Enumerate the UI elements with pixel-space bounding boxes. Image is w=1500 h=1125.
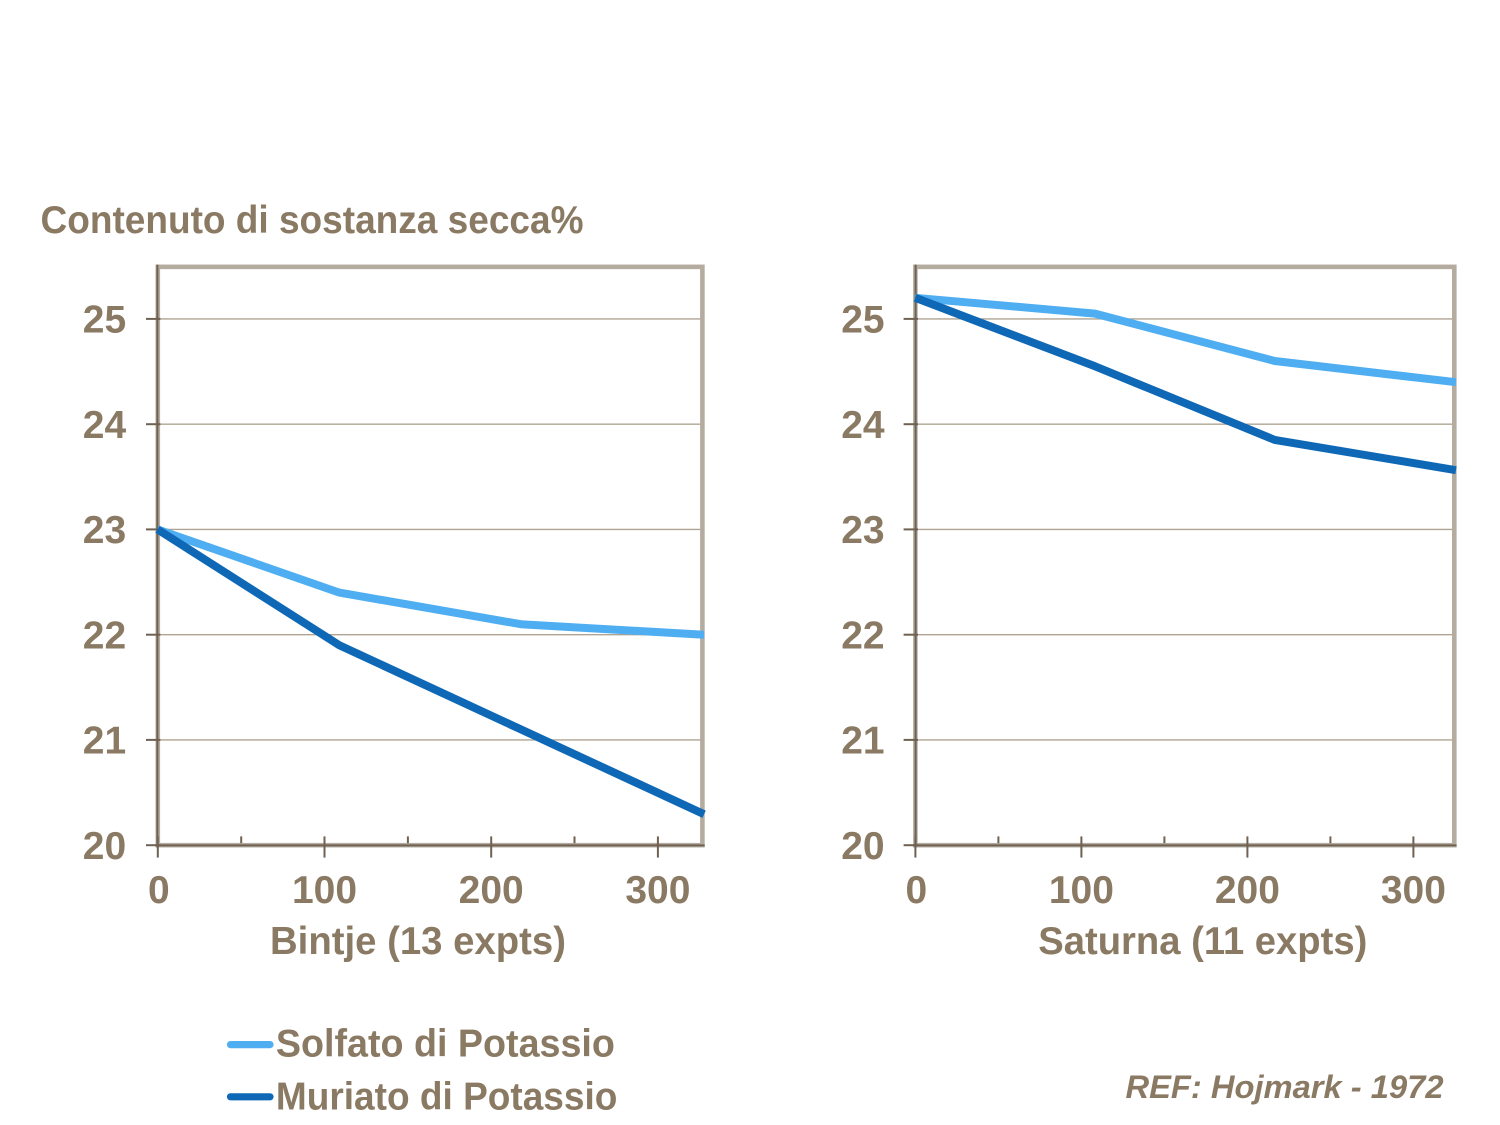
- svg-text:300: 300: [1381, 869, 1446, 912]
- svg-text:23: 23: [841, 509, 884, 552]
- svg-text:Saturna (11 expts): Saturna (11 expts): [1038, 920, 1367, 963]
- svg-text:200: 200: [459, 869, 524, 912]
- svg-text:22: 22: [841, 614, 884, 657]
- svg-text:0: 0: [906, 869, 928, 912]
- svg-text:24: 24: [841, 404, 885, 447]
- svg-text:REF: Hojmark - 1972: REF: Hojmark - 1972: [1126, 1069, 1444, 1105]
- svg-text:100: 100: [292, 869, 357, 912]
- svg-text:20: 20: [83, 825, 126, 868]
- svg-text:Solfato di Potassio: Solfato di Potassio: [276, 1023, 615, 1066]
- svg-text:24: 24: [83, 404, 127, 447]
- svg-text:20: 20: [841, 825, 884, 868]
- svg-text:0: 0: [148, 869, 170, 912]
- svg-text:Bintje (13 expts): Bintje (13 expts): [270, 920, 566, 963]
- svg-text:23: 23: [83, 509, 126, 552]
- svg-text:21: 21: [83, 720, 126, 763]
- svg-text:25: 25: [841, 299, 884, 342]
- svg-text:Contenuto di sostanza secca%: Contenuto di sostanza secca%: [41, 199, 584, 242]
- svg-text:25: 25: [83, 299, 126, 342]
- svg-text:200: 200: [1215, 869, 1280, 912]
- svg-text:21: 21: [841, 720, 884, 763]
- svg-text:22: 22: [83, 614, 126, 657]
- svg-text:100: 100: [1049, 869, 1114, 912]
- svg-text:Muriato di Potassio: Muriato di Potassio: [276, 1075, 618, 1118]
- svg-text:300: 300: [625, 869, 690, 912]
